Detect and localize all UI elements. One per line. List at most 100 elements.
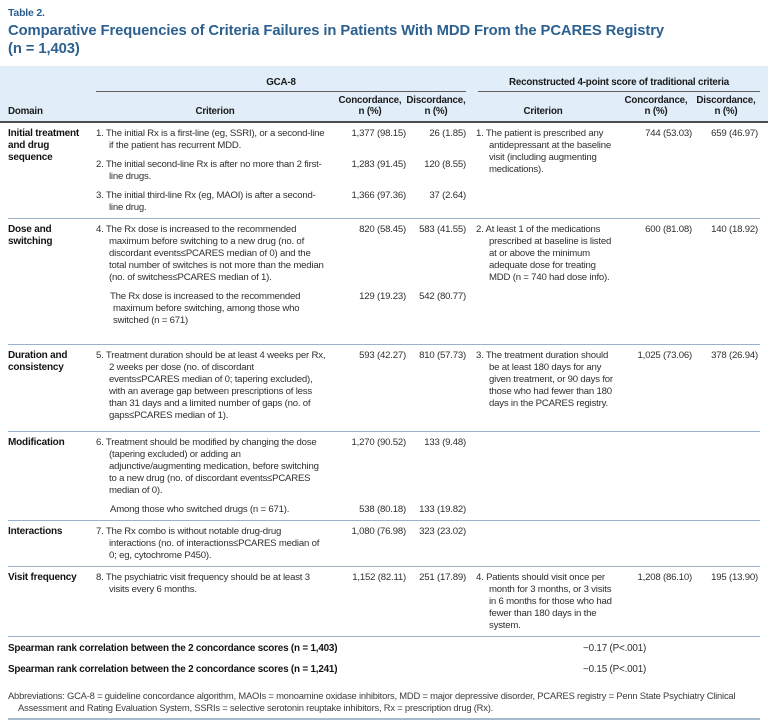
gca8-rows: 6. Treatment should be modified by chang… <box>96 437 466 516</box>
criterion-row: 7. The Rx combo is without notable drug-… <box>96 526 466 562</box>
concordance-value: 538 (80.18) <box>359 504 406 515</box>
spearman-row: Spearman rank correlation between the 2 … <box>8 664 760 685</box>
table-row-group: Duration and consistency 5. Treatment dur… <box>8 344 760 431</box>
domain-label: Dose and switching <box>8 224 53 247</box>
table-body: Initial treatment and drug sequence 1. Th… <box>8 123 760 636</box>
discordance-value: 659 (46.97) <box>711 128 758 139</box>
traditional-rows: 4. Patients should visit once per month … <box>466 572 760 632</box>
traditional-rows: 3. The treatment duration should be at l… <box>466 350 760 410</box>
concordance-value: 1,366 (97.36) <box>351 190 407 201</box>
table-row-group: Dose and switching 4. The Rx dose is incr… <box>8 218 760 344</box>
criterion-row: 2. The initial second-line Rx is after n… <box>96 159 466 183</box>
criterion-row: 1. The initial Rx is a first-line (eg, S… <box>96 128 466 152</box>
criterion-text: 1. The patient is prescribed any antidep… <box>476 128 612 175</box>
col-group-gca8: GCA-8 <box>96 77 466 92</box>
criterion-row: 3. The treatment duration should be at l… <box>466 350 760 410</box>
concordance-value: 1,377 (98.15) <box>351 128 407 139</box>
spearman-section: Spearman rank correlation between the 2 … <box>8 636 760 685</box>
discordance-value: 195 (13.90) <box>711 572 758 583</box>
domain-label: Interactions <box>8 526 63 537</box>
criterion-text: 3. The treatment duration should be at l… <box>476 350 613 409</box>
criterion-row: The Rx dose is increased to the recommen… <box>96 291 466 327</box>
domain-label: Initial treatment and drug sequence <box>8 128 80 163</box>
criterion-text: 4. The Rx dose is increased to the recom… <box>96 224 324 283</box>
gca8-rows: 4. The Rx dose is increased to the recom… <box>96 224 466 327</box>
criterion-text: 2. At least 1 of the medications prescri… <box>476 224 612 283</box>
criterion-row: 3. The initial third-line Rx (eg, MAOI) … <box>96 190 466 214</box>
col-header-criterion-gca8: Criterion <box>195 106 235 117</box>
spearman-value: −0.15 (P<.001) <box>583 664 647 675</box>
gca8-rows: 8. The psychiatric visit frequency shoul… <box>96 572 466 596</box>
col-header-discordance-traditional: Discordance, n (%) <box>696 95 756 117</box>
discordance-value: 542 (80.77) <box>419 291 466 302</box>
criterion-row: 8. The psychiatric visit frequency shoul… <box>96 572 466 596</box>
footnote: Abbreviations: GCA-8 = guideline concord… <box>8 690 760 720</box>
criterion-text: 3. The initial third-line Rx (eg, MAOI) … <box>96 190 316 213</box>
criterion-row: 2. At least 1 of the medications prescri… <box>466 224 760 284</box>
criterion-text: 4. Patients should visit once per month … <box>476 572 612 631</box>
spearman-value: −0.17 (P<.001) <box>583 643 647 654</box>
table-row-group: Interactions 7. The Rx combo is without n… <box>8 520 760 566</box>
col-group-traditional: Reconstructed 4-point score of tradition… <box>478 77 760 92</box>
concordance-value: 1,270 (90.52) <box>351 437 407 448</box>
concordance-value: 593 (42.27) <box>359 350 406 361</box>
criterion-row: 4. Patients should visit once per month … <box>466 572 760 632</box>
concordance-value: 1,080 (76.98) <box>351 526 407 537</box>
column-header-row: Domain Criterion Concordance, n (%) Disc… <box>8 92 760 121</box>
concordance-value: 600 (81.08) <box>645 224 692 235</box>
discordance-value: 140 (18.92) <box>711 224 758 235</box>
criterion-row: 5. Treatment duration should be at least… <box>96 350 466 422</box>
concordance-value: 1,283 (91.45) <box>351 159 407 170</box>
criterion-row: Among those who switched drugs (n = 671)… <box>96 504 466 516</box>
table-label: Table 2. <box>8 7 45 19</box>
criterion-row: 4. The Rx dose is increased to the recom… <box>96 224 466 284</box>
spearman-row: Spearman rank correlation between the 2 … <box>8 643 760 664</box>
concordance-value: 820 (58.45) <box>359 224 406 235</box>
col-header-discordance-gca8: Discordance, n (%) <box>406 95 466 117</box>
criterion-text: 1. The initial Rx is a first-line (eg, S… <box>96 128 325 151</box>
column-group-row: GCA-8 Reconstructed 4-point score of tra… <box>8 70 760 92</box>
table-row-group: Visit frequency 8. The psychiatric visit … <box>8 566 760 636</box>
col-header-domain: Domain <box>8 106 43 117</box>
concordance-value: 129 (19.23) <box>359 291 406 302</box>
criterion-text: 6. Treatment should be modified by chang… <box>96 437 319 496</box>
discordance-value: 37 (2.64) <box>429 190 466 201</box>
domain-label: Visit frequency <box>8 572 77 583</box>
gca8-rows: 5. Treatment duration should be at least… <box>96 350 466 422</box>
col-header-criterion-traditional: Criterion <box>523 106 563 117</box>
discordance-value: 810 (57.73) <box>419 350 466 361</box>
discordance-value: 133 (9.48) <box>424 437 466 448</box>
table-header: GCA-8 Reconstructed 4-point score of tra… <box>0 66 768 123</box>
discordance-value: 378 (26.94) <box>711 350 758 361</box>
criterion-row: 1. The patient is prescribed any antidep… <box>466 128 760 176</box>
discordance-value: 120 (8.55) <box>424 159 466 170</box>
gca8-rows: 1. The initial Rx is a first-line (eg, S… <box>96 128 466 214</box>
concordance-value: 1,152 (82.11) <box>352 572 406 583</box>
discordance-value: 26 (1.85) <box>429 128 466 139</box>
col-header-concordance-traditional: Concordance, n (%) <box>624 95 688 117</box>
criterion-text: 2. The initial second-line Rx is after n… <box>96 159 322 182</box>
col-header-concordance-gca8: Concordance, n (%) <box>338 95 402 117</box>
concordance-value: 1,025 (73.06) <box>637 350 693 361</box>
criterion-text: Among those who switched drugs (n = 671)… <box>110 504 290 515</box>
traditional-rows: 2. At least 1 of the medications prescri… <box>466 224 760 284</box>
discordance-value: 133 (19.82) <box>419 504 466 515</box>
page-title: Comparative Frequencies of Criteria Fail… <box>8 23 665 57</box>
criterion-row: 6. Treatment should be modified by chang… <box>96 437 466 497</box>
discordance-value: 323 (23.02) <box>419 526 466 537</box>
criterion-text: The Rx dose is increased to the recommen… <box>110 291 301 326</box>
table-row-group: Initial treatment and drug sequence 1. Th… <box>8 123 760 218</box>
discordance-value: 251 (17.89) <box>419 572 466 583</box>
table-row-group: Modification 6. Treatment should be modif… <box>8 431 760 520</box>
spearman-label: Spearman rank correlation between the 2 … <box>8 643 338 654</box>
gca8-rows: 7. The Rx combo is without notable drug-… <box>96 526 466 562</box>
concordance-value: 744 (53.03) <box>645 128 692 139</box>
discordance-value: 583 (41.55) <box>419 224 466 235</box>
spearman-label: Spearman rank correlation between the 2 … <box>8 664 338 675</box>
concordance-value: 1,208 (86.10) <box>637 572 693 583</box>
domain-label: Duration and consistency <box>8 350 68 373</box>
traditional-rows: 1. The patient is prescribed any antidep… <box>466 128 760 176</box>
criterion-text: 8. The psychiatric visit frequency shoul… <box>96 572 310 595</box>
criterion-text: 7. The Rx combo is without notable drug-… <box>96 526 320 561</box>
